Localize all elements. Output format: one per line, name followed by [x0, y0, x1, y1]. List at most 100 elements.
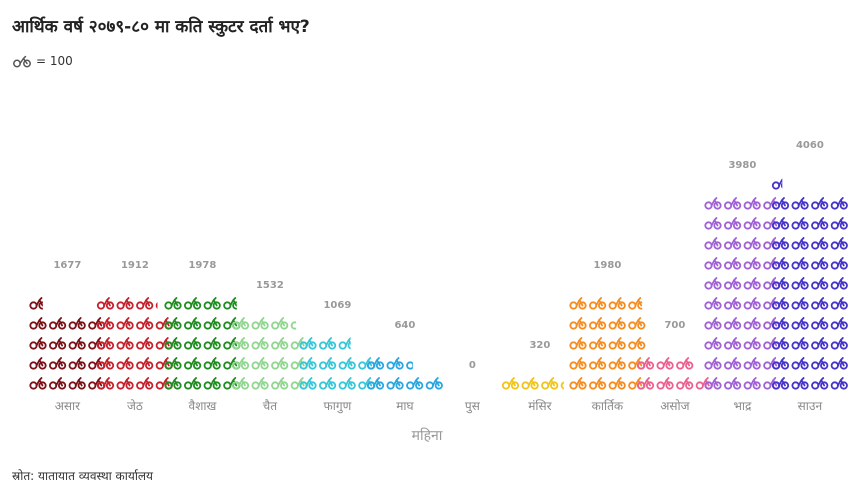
scooter-icon: [96, 317, 115, 330]
scooter-icon: [569, 317, 587, 330]
scooter-icon: [830, 197, 848, 210]
scooter-icon: [588, 337, 607, 350]
scooter-icon: [628, 297, 643, 310]
scooter-icon: [791, 277, 809, 290]
scooter-icon: [136, 377, 154, 390]
scooter-icon: [231, 377, 250, 390]
scooter-icon: [136, 317, 154, 330]
scooter-icon: [203, 297, 221, 310]
scooter-icon: [771, 317, 790, 330]
scooter-icon: [271, 317, 289, 330]
scooter-icon: [656, 357, 674, 370]
x-tick-label: मंसिर: [528, 399, 552, 413]
legend: = 100: [12, 54, 73, 68]
scooter-icon: [771, 237, 790, 250]
data-label: 4060: [796, 140, 824, 151]
scooter-icon: [184, 317, 202, 330]
scooter-icon: [771, 178, 783, 190]
scooter-icon: [48, 377, 67, 390]
scooter-icon: [569, 337, 587, 350]
scooter-icon: [771, 257, 790, 270]
scooter-icon: [318, 377, 337, 390]
scooter-icon: [704, 277, 722, 290]
scooter-icon: [231, 317, 250, 330]
scooter-icon: [223, 297, 237, 310]
scooter-icon: [318, 337, 337, 350]
scooter-icon: [48, 337, 67, 350]
scooter-icon: [723, 237, 742, 250]
scooter-icon: [588, 377, 607, 390]
scooter-icon: [338, 337, 351, 350]
data-label: 1978: [188, 260, 216, 271]
scooter-icon: [290, 321, 297, 330]
x-tick-label: जेठ: [127, 399, 144, 413]
scooter-icon: [771, 377, 790, 390]
scooter-icon: [366, 377, 385, 390]
x-tick-label: पुस: [465, 399, 481, 414]
scooter-icon: [704, 237, 722, 250]
scooter-icon: [791, 337, 809, 350]
scooter-icon: [771, 297, 790, 310]
scooter-icon: [704, 197, 722, 210]
scooter-icon: [96, 297, 115, 310]
scooter-icon: [791, 357, 809, 370]
bar-column: 700 असोज: [636, 320, 713, 413]
scooter-icon: [743, 217, 761, 230]
scooter-icon: [366, 357, 385, 370]
x-tick-label: वैशाख: [189, 399, 217, 413]
scooter-icon: [184, 337, 202, 350]
scooter-icon: [704, 317, 722, 330]
scooter-icon: [569, 357, 587, 370]
scooter-icon: [656, 377, 674, 390]
x-tick-label: चैत: [263, 399, 279, 413]
scooter-icon: [830, 357, 848, 370]
scooter-icon: [164, 297, 182, 310]
scooter-icon: [251, 357, 269, 370]
x-tick-label: फागुण: [324, 399, 352, 414]
data-label: 1980: [593, 260, 621, 271]
scooter-icon: [29, 297, 43, 310]
scooter-icon: [68, 377, 86, 390]
scooter-icon: [521, 377, 539, 390]
scooter-icon: [29, 317, 47, 330]
scooter-icon: [830, 277, 848, 290]
scooter-icon: [136, 297, 154, 310]
scooter-icon: [771, 217, 790, 230]
x-tick-label: असार: [55, 399, 81, 413]
scooter-icon: [96, 377, 115, 390]
scooter-icon: [743, 377, 761, 390]
bar-column: 640 माघ: [366, 320, 443, 413]
bar-column: 1978 वैशाख: [164, 260, 241, 413]
scooter-icon: [541, 377, 559, 390]
scooter-icon: [811, 277, 829, 290]
bar-column: 1532 चैत: [231, 280, 308, 413]
x-tick-label: कार्तिक: [592, 399, 624, 413]
scooter-icon: [723, 357, 742, 370]
scooter-icon: [743, 317, 761, 330]
scooter-icon: [636, 377, 655, 390]
scooter-icon: [830, 237, 848, 250]
bar-column: 1980 कार्तिक: [569, 260, 646, 413]
scooter-icon: [164, 337, 182, 350]
scooter-icon: [96, 357, 115, 370]
scooter-icon: [184, 297, 202, 310]
x-tick-label: साउन: [798, 399, 823, 413]
scooter-icon: [338, 357, 356, 370]
chart-title: आर्थिक वर्ष २०७९-८० मा कति स्कुटर दर्ता …: [12, 17, 310, 37]
scooter-icon: [203, 357, 221, 370]
scooter-icon: [203, 317, 221, 330]
scooter-icon: [588, 297, 607, 310]
scooter-icon: [811, 297, 829, 310]
scooter-icon: [830, 317, 848, 330]
bar-column: 0 पुस: [465, 360, 481, 414]
data-label: 3980: [728, 160, 756, 171]
scooter-icon: [251, 337, 269, 350]
scooter-icon: [338, 377, 356, 390]
scooter-icon: [569, 297, 587, 310]
bar-column: 1677 असार: [29, 260, 106, 413]
scooter-icon: [771, 357, 790, 370]
scooter-icon: [184, 357, 202, 370]
scooter-icon: [791, 237, 809, 250]
scooter-icon: [203, 377, 221, 390]
